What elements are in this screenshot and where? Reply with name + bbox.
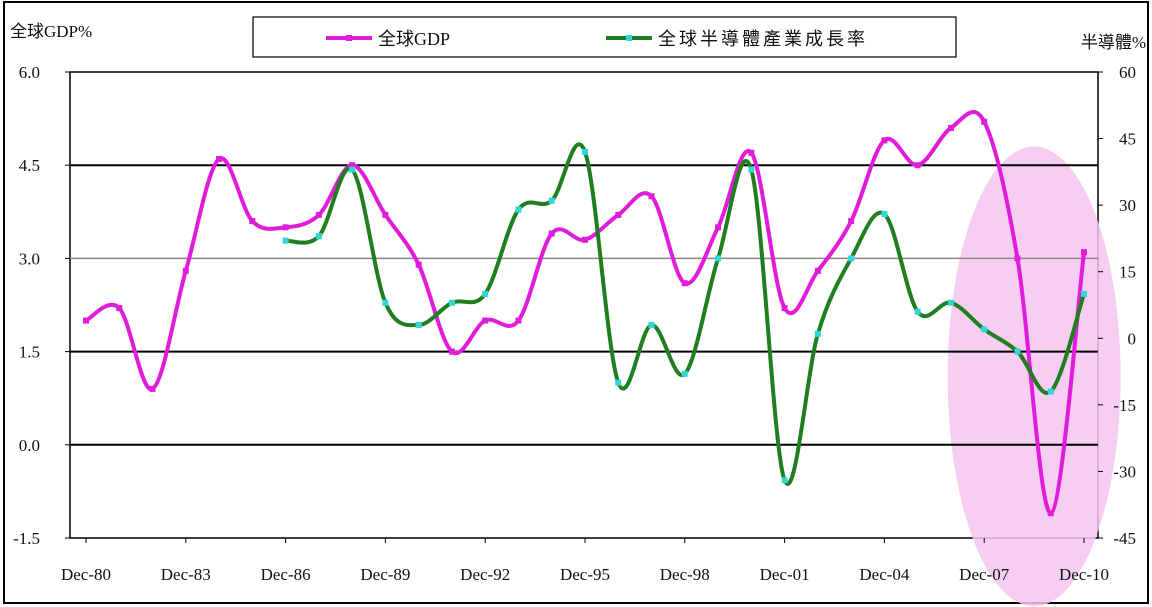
semi-point: [947, 299, 954, 306]
right-tick-label: 0: [1128, 329, 1137, 348]
semi-point: [382, 299, 389, 306]
x-tick-label: Dec-80: [61, 565, 111, 584]
x-tick-label: Dec-95: [560, 565, 610, 584]
gdp-point: [582, 236, 588, 243]
gdp-point: [415, 261, 422, 268]
legend: 全球GDP 全球半導體產業成長率: [252, 16, 957, 58]
left-axis-title: 全球GDP%: [10, 22, 92, 41]
semi-point: [648, 321, 655, 328]
right-tick-label: 30: [1119, 196, 1136, 215]
x-tick-label: Dec-01: [760, 565, 810, 584]
semi-point: [848, 255, 855, 262]
semi-point: [615, 379, 622, 386]
semi-point: [1081, 290, 1087, 297]
semi-point: [715, 255, 722, 262]
x-tick-label: Dec-04: [859, 565, 910, 584]
x-tick-label: Dec-83: [161, 565, 211, 584]
legend-semi-label: 全球半導體產業成長率: [658, 29, 868, 49]
semi-point: [282, 237, 289, 244]
gdp-point: [548, 230, 555, 237]
gdp-point: [1081, 249, 1087, 256]
gdp-point: [748, 149, 755, 156]
left-tick-label: -1.5: [13, 529, 40, 548]
x-tick-label: Dec-07: [959, 565, 1010, 584]
gdp-point: [1014, 255, 1021, 262]
gdp-point: [1047, 510, 1054, 517]
gdp-point: [448, 348, 455, 355]
gdp-point: [349, 162, 356, 169]
gdp-point: [981, 118, 988, 125]
gdp-point: [282, 224, 289, 231]
gdp-point: [615, 211, 622, 218]
legend-semi-marker: [626, 35, 632, 41]
gdp-point: [315, 211, 322, 218]
left-tick-label: 4.5: [19, 156, 40, 175]
gdp-point: [382, 211, 389, 218]
x-tick-label: Dec-89: [360, 565, 410, 584]
right-tick-label: 45: [1119, 130, 1136, 149]
gridlines: [70, 164, 1098, 446]
gdp-point: [914, 162, 921, 169]
gdp-point: [149, 385, 156, 392]
semi-point: [748, 166, 755, 173]
gdp-point: [249, 218, 256, 225]
gdp-point: [715, 224, 722, 231]
semi-point: [981, 326, 988, 333]
left-tick-label: 6.0: [19, 63, 40, 82]
semi-point: [448, 299, 455, 306]
semi-point: [914, 308, 921, 315]
series-layer: [83, 110, 1087, 517]
semi-point: [781, 477, 788, 484]
semi-point: [582, 148, 588, 155]
semi-point: [548, 197, 555, 204]
gdp-point: [947, 124, 954, 131]
legend-gdp-label: 全球GDP: [378, 29, 450, 49]
right-tick-label: 60: [1119, 63, 1136, 82]
semi-point: [814, 330, 821, 337]
gdp-point: [681, 280, 688, 287]
legend-gdp-marker: [346, 35, 352, 41]
series-semi-line: [283, 142, 1086, 486]
semi-point: [1014, 348, 1021, 355]
x-tick-label: Dec-10: [1059, 565, 1109, 584]
semi-point: [315, 233, 322, 240]
gdp-point: [848, 218, 855, 225]
left-tick-label: 3.0: [19, 249, 40, 268]
x-tick-label: Dec-98: [660, 565, 710, 584]
right-tick-label: -30: [1113, 462, 1136, 481]
gdp-point: [482, 317, 489, 324]
semi-point: [515, 206, 522, 213]
gdp-point: [182, 267, 189, 274]
gdp-point: [216, 155, 223, 162]
semi-point: [482, 290, 489, 297]
right-tick-label: -15: [1113, 396, 1136, 415]
gdp-point: [781, 305, 788, 312]
semi-point: [681, 370, 688, 377]
left-tick-label: 0.0: [19, 436, 40, 455]
x-tick-label: Dec-86: [261, 565, 311, 584]
semi-point: [881, 211, 888, 218]
gdp-point: [814, 267, 821, 274]
right-tick-label: 15: [1119, 263, 1136, 282]
axis-ticks: 6.04.53.01.50.0-1.5604530150-15-30-45Dec…: [13, 63, 1136, 584]
x-tick-label: Dec-92: [460, 565, 510, 584]
left-tick-label: 1.5: [19, 343, 40, 362]
semi-point: [415, 321, 422, 328]
gdp-point: [83, 317, 89, 324]
gdp-point: [116, 305, 123, 312]
gdp-point: [881, 137, 888, 144]
right-tick-label: -45: [1113, 529, 1136, 548]
right-axis-title: 半導體%: [1081, 33, 1146, 52]
gdp-point: [515, 317, 522, 324]
semi-point: [349, 166, 356, 173]
gdp-point: [648, 193, 655, 200]
semi-point: [1047, 388, 1054, 395]
